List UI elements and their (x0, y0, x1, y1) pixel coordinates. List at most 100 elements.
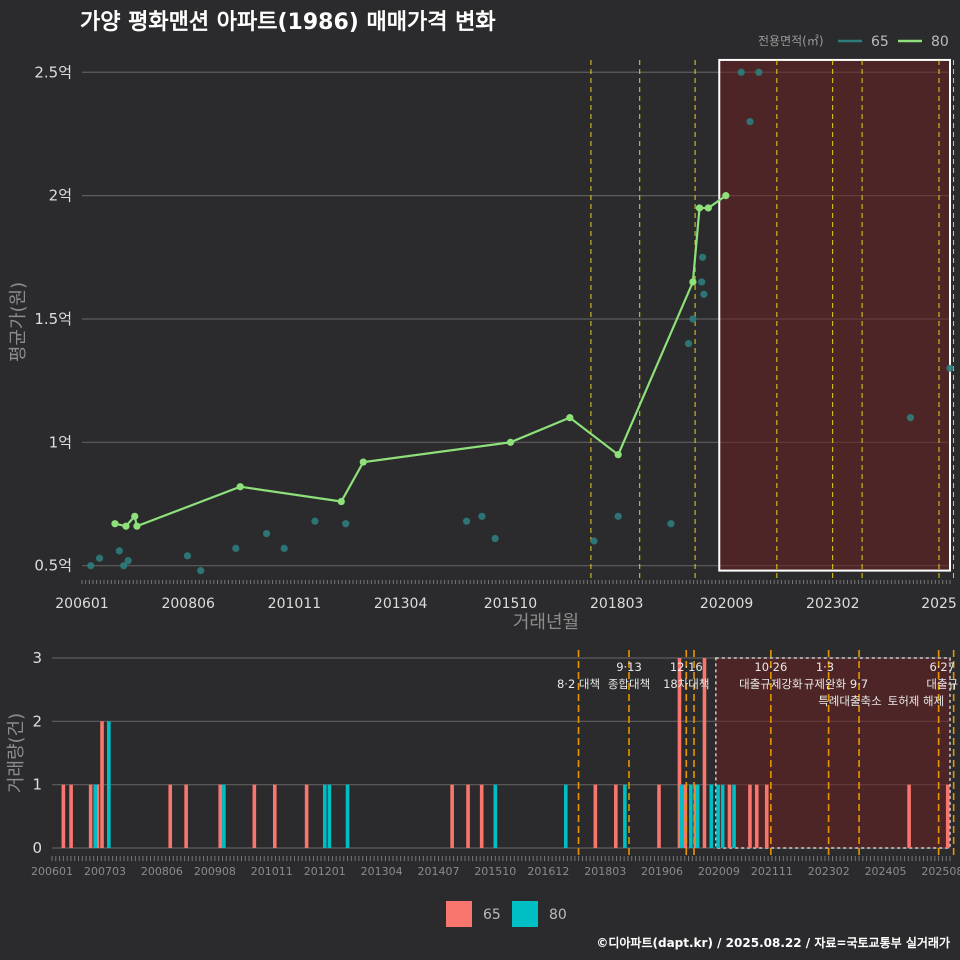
bar-ytick-label: 3 (32, 649, 42, 667)
ytick-label: 2억 (49, 187, 72, 205)
point-65 (906, 414, 915, 422)
bar-xtick-label: 202009 (698, 865, 740, 878)
y-axis-title: 평균가(원) (8, 282, 29, 362)
legend-bottom-swatch-65 (446, 901, 472, 927)
point-65 (689, 315, 697, 323)
ytick-label: 1.5억 (34, 310, 72, 328)
policy-annotation: 9·13 (616, 660, 642, 674)
bar-xtick-label: 201612 (527, 865, 569, 878)
price-plot: 0.5억 1억 1.5억 2억 2.5억 200601 200806 201011 201304… (8, 58, 957, 633)
bar-65 (69, 784, 73, 848)
bar-80 (345, 784, 350, 848)
point-80 (722, 192, 730, 200)
bar-65 (593, 784, 598, 848)
bar-80 (493, 784, 498, 848)
bar-65 (218, 784, 223, 848)
point-80 (689, 278, 697, 286)
point-65 (311, 517, 319, 525)
xtick-label: 201011 (268, 596, 321, 612)
bar-xtick-label: 202405 (865, 865, 907, 878)
bar-80 (720, 784, 725, 848)
legend-top-label-65: 65 (871, 34, 889, 50)
point-65 (700, 290, 708, 298)
legend-top-label-80: 80 (931, 34, 949, 50)
bar-xtick-label: 200908 (194, 865, 236, 878)
point-65 (342, 520, 350, 528)
bar-80 (327, 784, 332, 848)
bar-ytick-label: 2 (32, 712, 42, 730)
bar-65 (100, 721, 104, 848)
bar-xtick-label: 202302 (808, 865, 850, 878)
point-65 (462, 517, 471, 525)
legend-bottom-swatch-80 (512, 901, 538, 927)
point-65 (262, 529, 271, 538)
highlight-box (718, 58, 951, 572)
bar-65 (727, 784, 732, 848)
bar-80 (107, 721, 111, 848)
point-80 (133, 522, 141, 530)
point-65 (87, 562, 95, 570)
bar-65 (764, 784, 769, 848)
bar-y-axis-title: 거래량(건) (6, 713, 27, 793)
point-65 (755, 68, 763, 76)
point-80 (506, 438, 515, 446)
legend-bottom: 65 80 (446, 901, 567, 927)
bar-65 (61, 784, 66, 848)
xtick-label: 201304 (374, 596, 428, 612)
bar-ytick-label: 0 (32, 839, 42, 857)
bar-65 (184, 784, 188, 848)
point-80 (359, 458, 367, 466)
point-65 (491, 534, 499, 543)
policy-annotation: 8·2 대책 (557, 677, 600, 691)
bar-65 (754, 784, 759, 848)
point-65 (698, 278, 706, 286)
bar-80 (222, 784, 226, 848)
point-65 (590, 537, 598, 545)
policy-annotation: 대출규제강화 (739, 677, 803, 691)
policy-annotation: 12·16 (670, 660, 703, 674)
xtick-label: 202302 (806, 596, 859, 612)
bar-65 (677, 658, 682, 848)
point-80 (122, 522, 130, 530)
point-65 (183, 552, 192, 560)
legend-top-title: 전용면적(㎡) (758, 34, 824, 48)
bar-xtick-label: 200806 (141, 865, 183, 878)
bar-65 (88, 784, 93, 848)
bar-80 (695, 784, 700, 848)
bar-65 (252, 784, 257, 848)
bar-65 (95, 784, 100, 848)
point-65 (478, 512, 486, 520)
bar-xtick-label: 201304 (361, 865, 403, 878)
bar-highlight-box (715, 657, 951, 849)
bar-65 (614, 784, 618, 848)
bar-65 (693, 784, 698, 848)
bar-xtick-label: 201510 (474, 865, 516, 878)
xtick-label: 200806 (161, 596, 215, 612)
bar-80 (93, 784, 97, 848)
xtick-label: 202009 (700, 596, 753, 612)
bar-65 (168, 784, 173, 848)
bar-xtick-label: 202508 (921, 865, 960, 878)
point-65 (737, 68, 745, 76)
xtick-label: 200601 (55, 596, 108, 612)
policy-annotation: 토허제 해제 (888, 694, 945, 708)
bar-xtick-label: 202111 (751, 865, 793, 878)
bar-80 (689, 784, 693, 848)
policy-annotation: 1·3 (816, 660, 834, 674)
bar-80 (323, 784, 327, 848)
bar-65 (702, 658, 707, 848)
bar-xtick-label: 201407 (417, 865, 459, 878)
point-80 (131, 512, 139, 520)
point-80 (566, 414, 574, 422)
policy-annotation: 종합대책 (608, 677, 650, 691)
bar-xtick-label: 201201 (304, 865, 346, 878)
bar-65 (748, 784, 752, 848)
volume-plot: 0 1 2 3 8·2 대책 9·13 종합대책 12·16 18차대책 10·26 대출규제강화 1… (6, 649, 960, 878)
point-65 (280, 544, 288, 552)
bar-65 (683, 784, 688, 848)
bar-80 (732, 784, 736, 848)
xtick-label: 201803 (590, 596, 643, 612)
policy-annotation: 9·7 (850, 677, 868, 691)
point-65 (684, 340, 693, 348)
